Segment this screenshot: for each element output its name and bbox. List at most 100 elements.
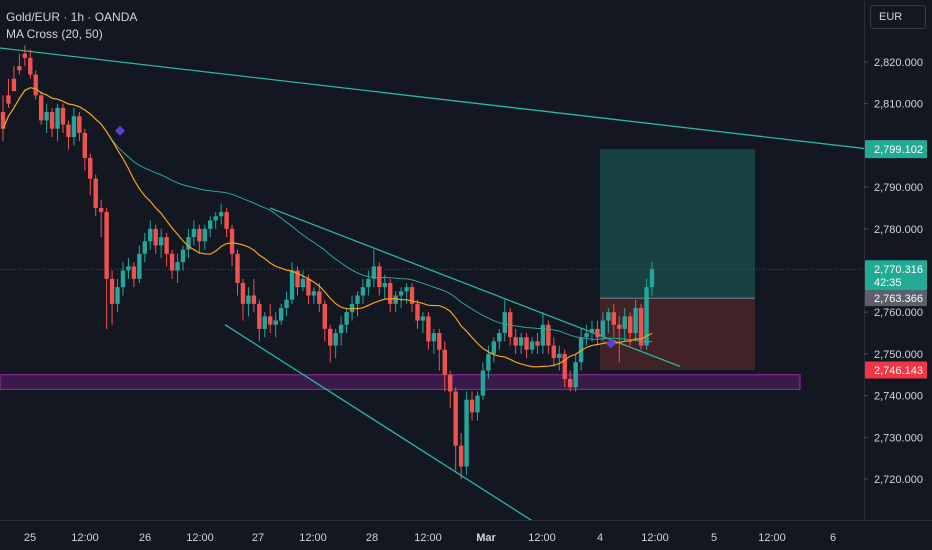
- candle[interactable]: [104, 207, 109, 329]
- candle[interactable]: [546, 320, 551, 354]
- candle[interactable]: [349, 295, 355, 321]
- candle[interactable]: [60, 103, 66, 133]
- candle[interactable]: [109, 270, 115, 325]
- candle[interactable]: [82, 128, 88, 171]
- candle[interactable]: [518, 333, 524, 354]
- candle[interactable]: [366, 270, 371, 296]
- candle[interactable]: [246, 287, 251, 317]
- support-zone[interactable]: [0, 374, 801, 390]
- candle[interactable]: [371, 249, 377, 288]
- candle[interactable]: [388, 278, 393, 313]
- candle[interactable]: [28, 49, 33, 79]
- candle[interactable]: [633, 299, 638, 342]
- candle[interactable]: [213, 212, 218, 229]
- candle[interactable]: [567, 370, 573, 392]
- candle[interactable]: [584, 324, 589, 346]
- candle[interactable]: [622, 308, 627, 342]
- ma-cross-marker[interactable]: [115, 125, 125, 136]
- candle[interactable]: [218, 203, 224, 225]
- candle[interactable]: [404, 283, 409, 304]
- candle[interactable]: [268, 303, 273, 334]
- candle[interactable]: [437, 328, 442, 371]
- candle[interactable]: [186, 228, 191, 258]
- symbol-title[interactable]: Gold/EUR · 1h · OANDA: [6, 10, 138, 24]
- candle[interactable]: [360, 278, 366, 304]
- candle[interactable]: [420, 312, 426, 334]
- candle[interactable]: [251, 278, 257, 313]
- candle[interactable]: [11, 66, 17, 92]
- candle[interactable]: [208, 216, 213, 238]
- candle[interactable]: [398, 287, 404, 309]
- candle[interactable]: [448, 370, 453, 409]
- candle[interactable]: [202, 224, 207, 250]
- candle[interactable]: [306, 274, 311, 304]
- candle[interactable]: [88, 153, 93, 196]
- ma-slow-line[interactable]: [2, 87, 653, 343]
- candle[interactable]: [322, 299, 327, 342]
- candle[interactable]: [120, 262, 126, 296]
- candle[interactable]: [638, 303, 644, 350]
- candle[interactable]: [6, 78, 11, 108]
- candle[interactable]: [426, 312, 431, 350]
- candle[interactable]: [382, 274, 387, 300]
- candle[interactable]: [464, 391, 469, 475]
- candle[interactable]: [649, 262, 655, 296]
- upper-trendline[interactable]: [0, 47, 870, 150]
- candle[interactable]: [175, 253, 180, 284]
- candle[interactable]: [393, 291, 398, 313]
- candle[interactable]: [344, 308, 349, 334]
- candle[interactable]: [17, 53, 22, 75]
- candle[interactable]: [224, 207, 229, 238]
- candle[interactable]: [197, 224, 202, 254]
- stop-zone[interactable]: [600, 298, 755, 370]
- candle[interactable]: [158, 228, 164, 258]
- candle[interactable]: [415, 299, 420, 329]
- profit-zone[interactable]: [600, 149, 755, 299]
- candle[interactable]: [355, 291, 360, 317]
- candle[interactable]: [502, 299, 507, 342]
- candle[interactable]: [131, 262, 137, 288]
- candle[interactable]: [469, 391, 475, 421]
- candle[interactable]: [377, 262, 382, 296]
- candle[interactable]: [126, 257, 131, 279]
- candle[interactable]: [229, 224, 235, 267]
- candle[interactable]: [611, 303, 617, 338]
- candle[interactable]: [606, 308, 611, 334]
- candle[interactable]: [524, 333, 529, 359]
- candle[interactable]: [562, 349, 567, 388]
- candle[interactable]: [475, 391, 480, 421]
- candle[interactable]: [284, 291, 289, 317]
- candle[interactable]: [44, 103, 49, 133]
- candle[interactable]: [49, 107, 55, 138]
- ma-fast-line[interactable]: [2, 87, 653, 368]
- candle[interactable]: [328, 324, 333, 363]
- plot-area[interactable]: [0, 45, 870, 520]
- candle[interactable]: [497, 328, 502, 350]
- candle[interactable]: [93, 174, 98, 217]
- candle[interactable]: [278, 303, 284, 325]
- candle[interactable]: [66, 120, 71, 150]
- candle[interactable]: [333, 328, 338, 359]
- candle[interactable]: [257, 299, 262, 342]
- candle[interactable]: [142, 232, 147, 263]
- candle[interactable]: [33, 70, 38, 100]
- channel-lower[interactable]: [224, 324, 533, 521]
- candle[interactable]: [22, 45, 28, 67]
- candle[interactable]: [0, 95, 6, 142]
- candle[interactable]: [148, 220, 153, 250]
- candle[interactable]: [235, 249, 240, 296]
- candle[interactable]: [453, 387, 458, 471]
- candle[interactable]: [529, 337, 535, 354]
- candle[interactable]: [513, 328, 518, 354]
- candle[interactable]: [557, 345, 562, 371]
- candle[interactable]: [442, 341, 447, 392]
- candle[interactable]: [480, 362, 486, 400]
- candle[interactable]: [169, 249, 175, 279]
- candle[interactable]: [98, 199, 104, 238]
- candle[interactable]: [644, 278, 649, 350]
- candle[interactable]: [191, 220, 197, 246]
- candle[interactable]: [551, 337, 557, 367]
- candle[interactable]: [180, 245, 186, 271]
- candle[interactable]: [153, 224, 158, 254]
